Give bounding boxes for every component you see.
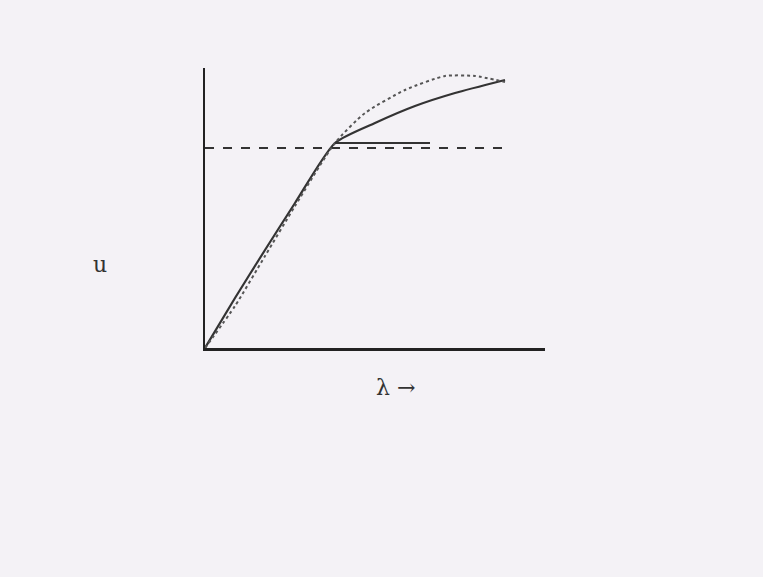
svg-text:λ →: λ →	[376, 375, 415, 400]
svg-text:u: u	[93, 252, 107, 277]
